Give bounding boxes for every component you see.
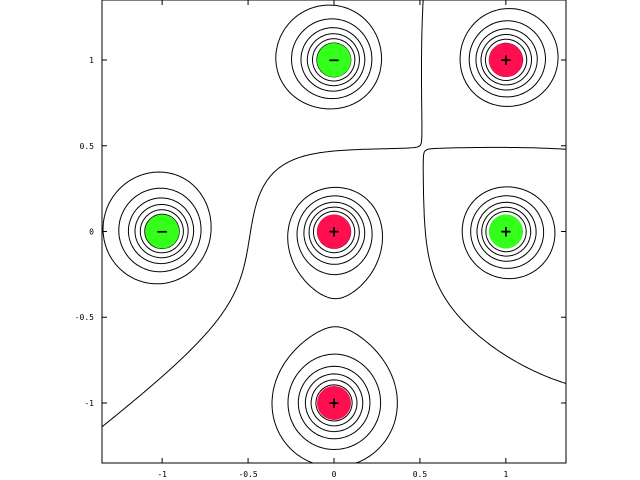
contour-level-1 xyxy=(139,38,527,254)
contour-level-2 xyxy=(134,33,532,259)
contour-level-6 xyxy=(271,8,559,464)
charge-sign-label: + xyxy=(500,223,513,241)
y-axis-ticks: -1 -0.5 0 0.5 1 xyxy=(75,56,566,408)
charge-sign-label: + xyxy=(328,394,341,412)
charge-negative-4 xyxy=(488,214,523,249)
charge-negative-2 xyxy=(145,214,180,249)
x-tick-label: 0.5 xyxy=(413,470,428,479)
charge-sign-label: + xyxy=(328,223,341,241)
y-tick-label: 0 xyxy=(89,228,94,237)
x-tick-label: -1 xyxy=(157,470,167,479)
x-tick-label: 0 xyxy=(332,470,337,479)
contour-level-4 xyxy=(118,18,545,273)
charges: − + − + + + xyxy=(145,43,523,420)
contour-level-8 xyxy=(297,28,538,440)
contour-level-9 xyxy=(304,34,532,433)
charge-negative-0 xyxy=(317,43,351,78)
charge-positive-1 xyxy=(488,43,523,78)
y-tick-label: -0.5 xyxy=(75,313,94,322)
charge-sign-label: − xyxy=(328,51,341,69)
x-tick-label: 1 xyxy=(503,470,508,479)
x-axis-ticks: -1 -0.5 0 0.5 1 xyxy=(157,0,508,479)
charge-positive-3 xyxy=(317,214,351,249)
contour-level-10 xyxy=(310,38,528,427)
contour-level-3 xyxy=(127,27,537,265)
contour-level-7 xyxy=(287,20,546,450)
contour-level-12 xyxy=(101,0,567,428)
y-tick-label: 1 xyxy=(89,56,94,65)
x-tick-label: -0.5 xyxy=(238,470,257,479)
charge-sign-label: + xyxy=(500,51,513,69)
charge-sign-label: − xyxy=(156,223,169,241)
charge-positive-5 xyxy=(317,385,351,420)
y-tick-label: 0.5 xyxy=(80,142,95,151)
y-tick-label: -1 xyxy=(84,399,94,408)
contour-level-5 xyxy=(102,4,556,285)
